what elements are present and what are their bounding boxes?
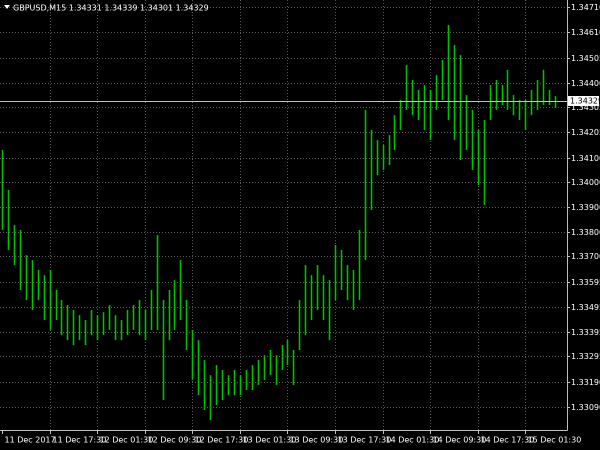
x-tick-label: 12 Dec 09:30: [148, 436, 202, 445]
y-tick-label: 1.34400: [571, 79, 600, 88]
y-tick-label: 1.33700: [571, 252, 600, 261]
x-tick-label: 13 Dec 01:30: [243, 436, 297, 445]
y-tick-label: 1.34610: [571, 28, 600, 37]
x-tick-label: 14 Dec 09:30: [433, 436, 487, 445]
y-tick-label: 1.34505: [571, 54, 600, 63]
x-tick-label: 12 Dec 17:30: [195, 436, 249, 445]
y-tick-label: 1.33800: [571, 228, 600, 237]
last-price-label: 1.34329: [570, 97, 600, 106]
y-tick-label: 1.34100: [571, 154, 600, 163]
y-tick-label: 1.33395: [571, 328, 600, 337]
axis-labels: 1.34710 1.34610 1.34505 1.34400 1.34305 1.342…: [2, 3, 600, 445]
x-tick-label: 12 Dec 01:30: [100, 436, 154, 445]
y-tick-label: 1.34000: [571, 178, 600, 187]
x-tick-label: 11 Dec 17:30: [53, 436, 107, 445]
x-tick-label: 14 Dec 01:30: [386, 436, 440, 445]
x-tick-label: 15 Dec 01:30: [528, 436, 582, 445]
bars: [1, 24, 557, 421]
last-price: 1.34329: [0, 96, 600, 107]
x-tick-label: 14 Dec 17:30: [481, 436, 535, 445]
y-tick-label: 1.33090: [571, 403, 600, 412]
y-tick-label: 1.33595: [571, 278, 600, 287]
y-tick-label: 1.33900: [571, 203, 600, 212]
x-tick-label: 11 Dec 2017: [5, 436, 56, 445]
y-tick-label: 1.34710: [571, 3, 600, 12]
y-tick-label: 1.33495: [571, 303, 600, 312]
y-tick-label: 1.33190: [571, 378, 600, 387]
last-price-box: [568, 96, 599, 107]
chart-title: GBPUSD,M15 1.34331 1.34339 1.34301 1.343…: [13, 4, 209, 13]
y-tick-label: 1.34305: [571, 103, 600, 112]
x-tick-label: 13 Dec 17:30: [338, 436, 392, 445]
y-tick-label: 1.34205: [571, 128, 600, 137]
x-tick-label: 13 Dec 09:30: [290, 436, 344, 445]
y-tick-label: 1.33295: [571, 352, 600, 361]
menu-arrow[interactable]: [4, 5, 10, 9]
